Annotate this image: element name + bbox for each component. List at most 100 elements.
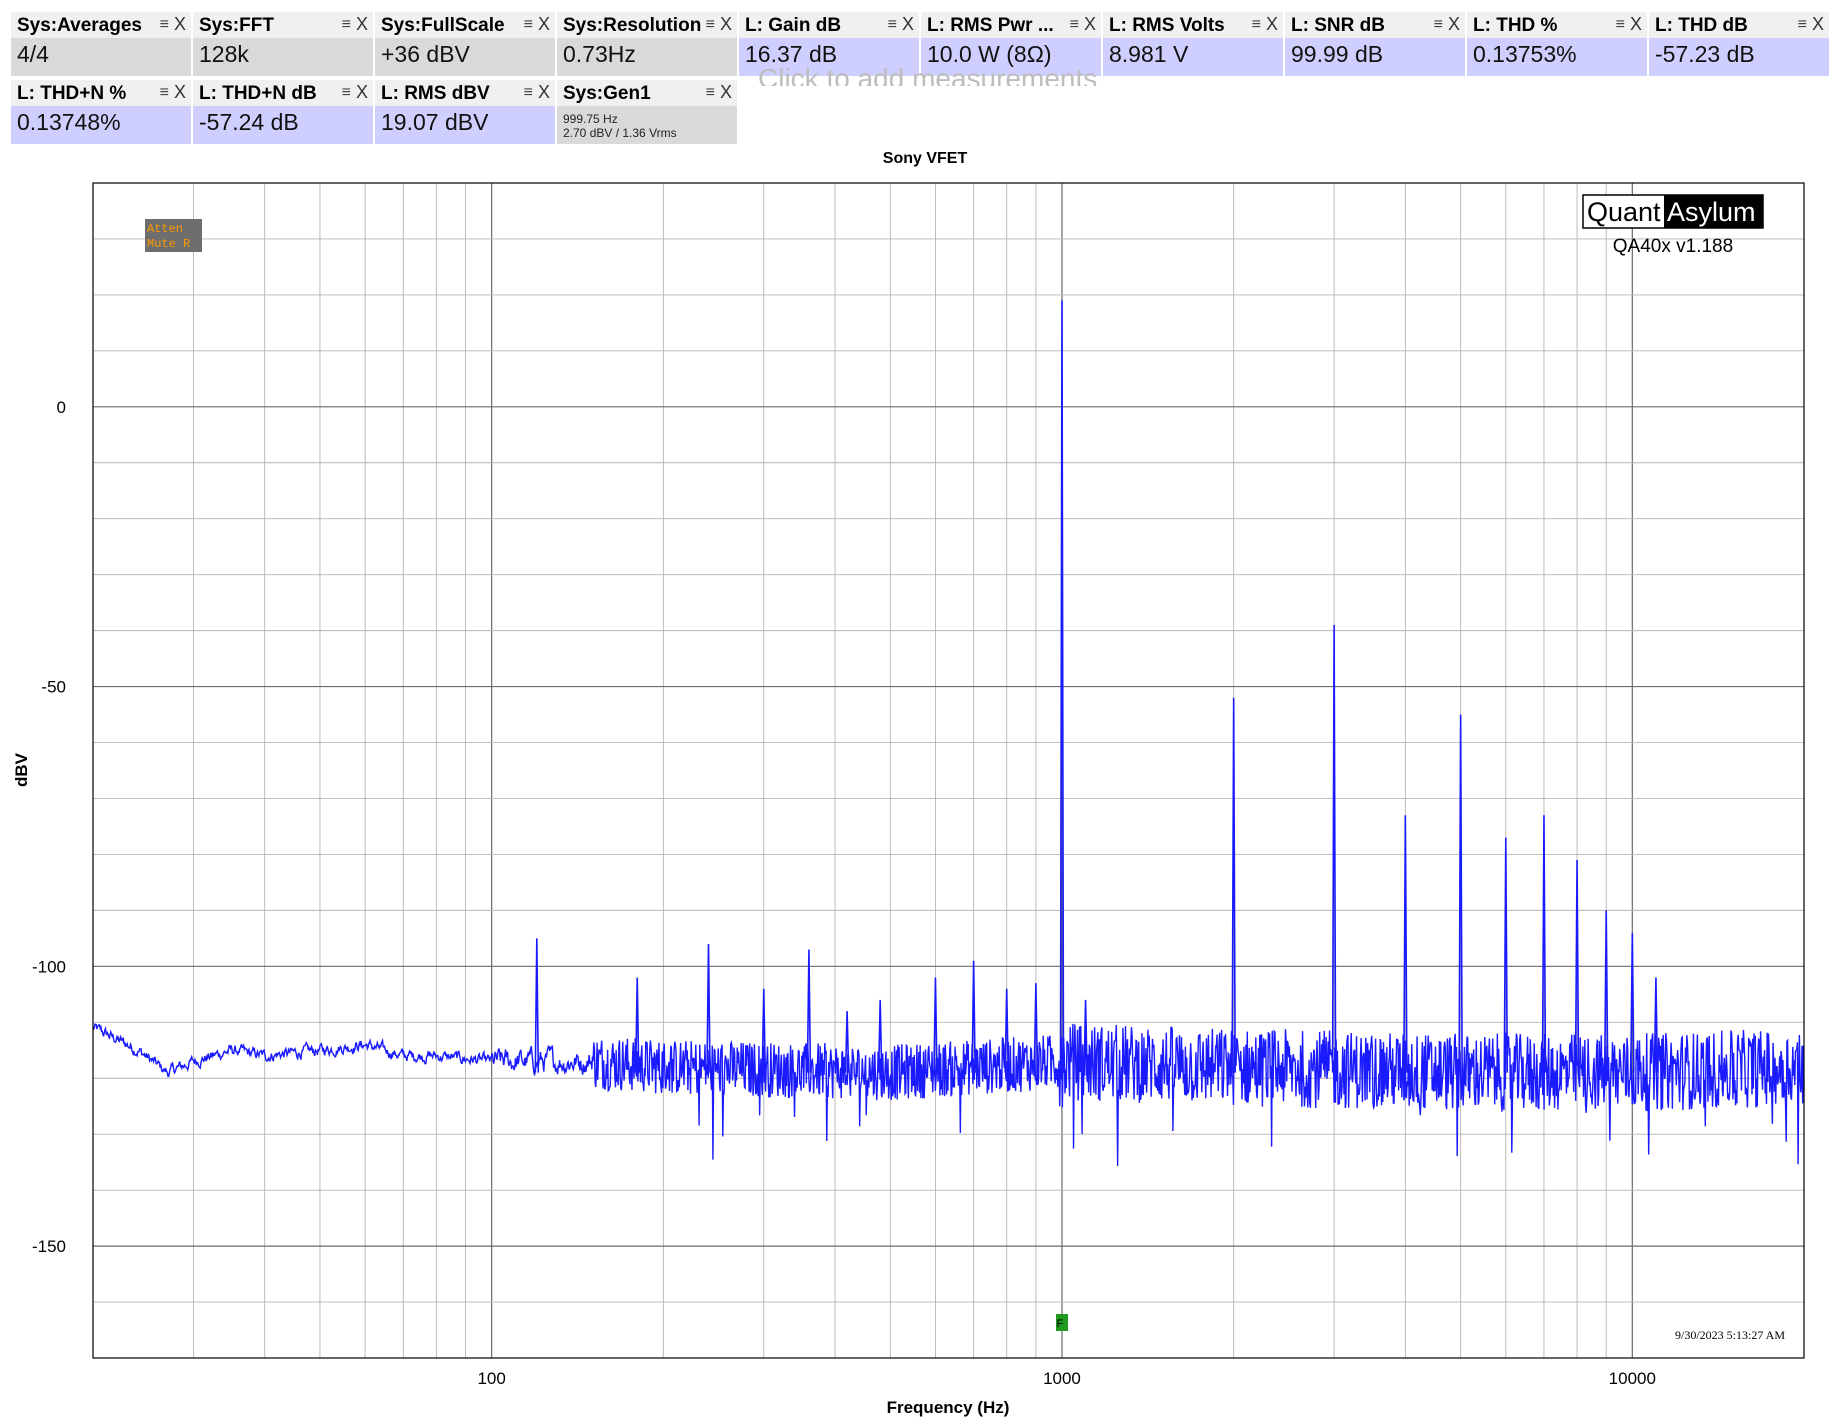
close-icon[interactable]: X — [355, 82, 368, 102]
close-icon[interactable]: X — [355, 14, 368, 34]
menu-icon[interactable]: ≡ — [523, 16, 533, 33]
menu-icon[interactable]: ≡ — [159, 16, 169, 33]
spectrum-peaks — [534, 300, 1659, 1073]
close-icon[interactable]: X — [1083, 14, 1096, 34]
close-icon[interactable]: X — [719, 14, 732, 34]
tile-body: 4/4 — [11, 38, 191, 76]
tile-value: +36 dBV — [381, 41, 470, 67]
measurement-tile[interactable]: Sys:Gen1 ≡ X 999.75 Hz 2.70 dBV / 1.36 Vrms — [557, 80, 737, 144]
close-icon[interactable]: X — [173, 14, 186, 34]
tile-value: -57.23 dB — [1655, 41, 1755, 67]
menu-icon[interactable]: ≡ — [1069, 16, 1079, 33]
measurement-tile[interactable]: Sys:FFT ≡ X 128k — [193, 12, 373, 76]
tile-value: 128k — [199, 41, 249, 67]
tile-header: L: RMS dBV ≡ X — [375, 80, 555, 106]
tile-value: 16.37 dB — [745, 41, 838, 67]
badge-line-2: Mute R — [147, 237, 190, 251]
close-icon[interactable]: X — [719, 82, 732, 102]
tile-value: 10.0 W (8Ω) — [927, 41, 1052, 67]
menu-icon[interactable]: ≡ — [341, 84, 351, 101]
y-tick-label: -100 — [32, 957, 66, 976]
add-measurement-hint[interactable]: Click to add measurements — [758, 63, 1098, 86]
spectrum-peak — [877, 999, 883, 1073]
plot-frame — [92, 182, 1805, 1359]
measurement-tile[interactable]: L: THD+N % ≡ X 0.13748% — [11, 80, 191, 144]
tile-header: Sys:FFT ≡ X — [193, 12, 373, 38]
measurement-tile[interactable]: L: RMS Volts ≡ X 8.981 V — [1103, 12, 1283, 76]
menu-icon[interactable]: ≡ — [705, 16, 715, 33]
tile-value: 8.981 V — [1109, 41, 1189, 67]
spectrum-peak — [1458, 714, 1463, 1073]
spectrum-peak — [761, 988, 767, 1073]
tile-title: L: RMS Volts — [1109, 15, 1225, 36]
tile-sub-value: 2.70 dBV / 1.36 Vrms — [563, 126, 677, 140]
tile-value: 19.07 dBV — [381, 109, 489, 135]
close-icon[interactable]: X — [901, 14, 914, 34]
menu-icon[interactable]: ≡ — [1797, 16, 1807, 33]
measurement-tile[interactable]: Sys:Averages ≡ X 4/4 — [11, 12, 191, 76]
badge-line-1: Atten — [147, 222, 183, 236]
chart-title: Sony VFET — [883, 150, 968, 167]
menu-icon[interactable]: ≡ — [887, 16, 897, 33]
logo-part-2: Asylum — [1667, 197, 1756, 227]
tile-value: 0.13753% — [1473, 41, 1577, 67]
tile-title: L: SNR dB — [1291, 15, 1385, 36]
measurement-tile[interactable]: L: Gain dB ≡ X 16.37 dB — [739, 12, 919, 76]
menu-icon[interactable]: ≡ — [159, 84, 169, 101]
measurement-tile[interactable]: L: RMS dBV ≡ X 19.07 dBV — [375, 80, 555, 144]
close-icon[interactable]: X — [1447, 14, 1460, 34]
spectrum-peak — [933, 977, 938, 1073]
tile-body: +36 dBV — [375, 38, 555, 76]
tile-title: L: RMS dBV — [381, 83, 490, 104]
tile-value: 0.73Hz — [563, 41, 636, 67]
spectrum-peak — [1083, 999, 1088, 1073]
measurement-tile[interactable]: Sys:Resolution ≡ X 0.73Hz — [557, 12, 737, 76]
measurement-tile[interactable]: L: THD % ≡ X 0.13753% — [1467, 12, 1647, 76]
close-icon[interactable]: X — [537, 82, 550, 102]
atten-mute-badge: Atten Mute R — [145, 219, 202, 252]
x-axis-label: Frequency (Hz) — [887, 1398, 1010, 1417]
tile-title: L: Gain dB — [745, 15, 842, 36]
tile-header: Sys:Resolution ≡ X — [557, 12, 737, 38]
measurement-tile[interactable]: L: THD+N dB ≡ X -57.24 dB — [193, 80, 373, 144]
tile-title: L: RMS Pwr ... — [927, 15, 1054, 36]
tile-body: 19.07 dBV — [375, 106, 555, 144]
spectrum-peak — [534, 938, 540, 1073]
close-icon[interactable]: X — [1629, 14, 1642, 34]
marker-label: F — [1057, 1318, 1064, 1330]
tile-header: L: THD dB ≡ X — [1649, 12, 1829, 38]
spectrum-peak — [634, 977, 640, 1073]
menu-icon[interactable]: ≡ — [705, 84, 715, 101]
spectrum-peak — [1541, 815, 1547, 1073]
tile-body: 0.73Hz — [557, 38, 737, 76]
y-axis-label: dBV — [12, 752, 31, 787]
close-icon[interactable]: X — [537, 14, 550, 34]
menu-icon[interactable]: ≡ — [341, 16, 351, 33]
close-icon[interactable]: X — [173, 82, 186, 102]
close-icon[interactable]: X — [1811, 14, 1824, 34]
quantasylum-logo: Quant Asylum QA40x v1.188 — [1582, 194, 1764, 257]
measurement-tile[interactable]: L: RMS Pwr ... ≡ X 10.0 W (8Ω) — [921, 12, 1101, 76]
measurement-tile[interactable]: L: THD dB ≡ X -57.23 dB — [1649, 12, 1829, 76]
menu-icon[interactable]: ≡ — [1615, 16, 1625, 33]
spectrum-peak — [706, 943, 711, 1073]
close-icon[interactable]: X — [1265, 14, 1278, 34]
menu-icon[interactable]: ≡ — [1251, 16, 1261, 33]
tile-header: L: SNR dB ≡ X — [1285, 12, 1465, 38]
menu-icon[interactable]: ≡ — [523, 84, 533, 101]
spectrum-peak — [1059, 300, 1065, 1073]
spectrum-peak — [1033, 983, 1039, 1073]
tile-body: 16.37 dB — [739, 38, 919, 76]
tile-value: 99.99 dB — [1291, 41, 1384, 67]
tile-body: -57.23 dB — [1649, 38, 1829, 76]
y-tick-label: -150 — [32, 1237, 66, 1256]
measurement-tile[interactable]: Sys:FullScale ≡ X +36 dBV — [375, 12, 555, 76]
menu-icon[interactable]: ≡ — [1433, 16, 1443, 33]
tile-header: L: THD+N dB ≡ X — [193, 80, 373, 106]
tile-body: -57.24 dB — [193, 106, 373, 144]
measurement-tile[interactable]: L: SNR dB ≡ X 99.99 dB — [1285, 12, 1465, 76]
x-tick-label: 100 — [477, 1369, 505, 1388]
tile-value: -57.24 dB — [199, 109, 299, 135]
frequency-marker[interactable]: F — [1055, 1314, 1068, 1331]
tile-title: Sys:Gen1 — [563, 83, 651, 104]
